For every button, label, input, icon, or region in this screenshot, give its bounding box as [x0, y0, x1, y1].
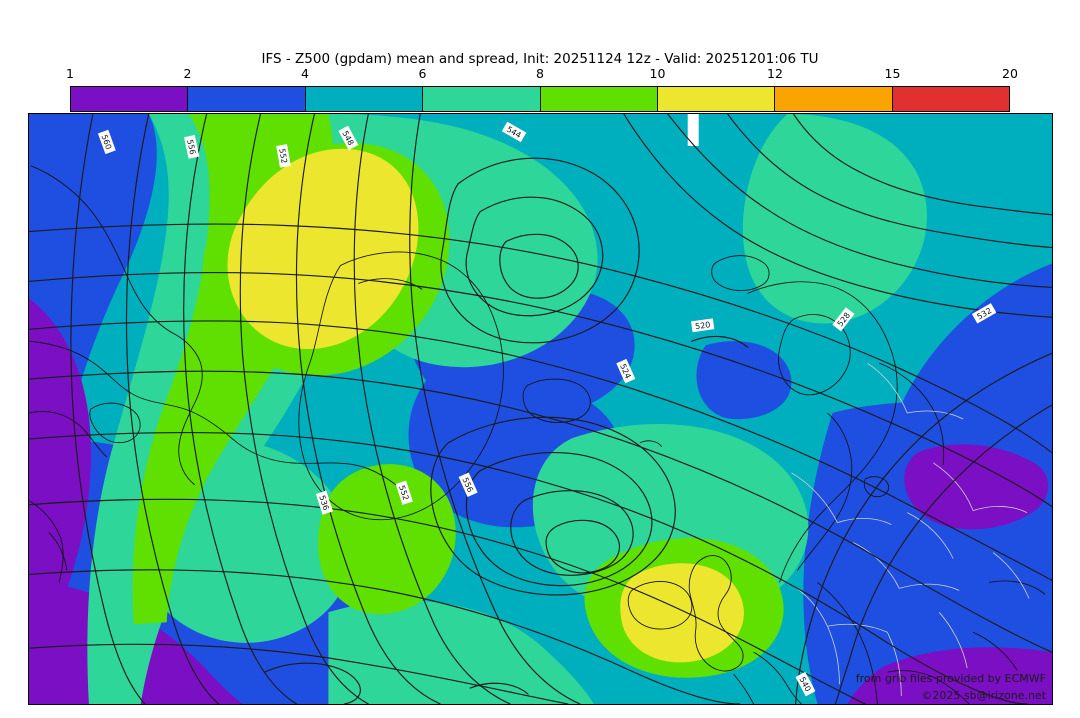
colorbar-band-6 [657, 87, 776, 111]
colorbar-tick-20: 20 [1002, 66, 1018, 81]
spread-band-10-12-brit [620, 563, 744, 663]
colorbar-tick-4: 4 [301, 66, 309, 81]
colorbar-band-5 [540, 87, 658, 111]
colorbar-tick-6: 6 [418, 66, 427, 81]
colorbar-tick-10: 10 [649, 66, 666, 81]
map-canvas[interactable]: 560 556 552 548 [28, 113, 1053, 705]
spread-band-6-8-norway [742, 114, 927, 324]
height-contours [29, 114, 1052, 704]
colorbar-tick-15: 15 [884, 66, 901, 81]
data-gap [687, 114, 699, 146]
map-plot: 560 556 552 548 [29, 114, 1052, 704]
colorbar-band-1 [71, 87, 189, 111]
colorbar-tick-1: 1 [66, 66, 74, 81]
spread-band-1-2-se-corner [847, 647, 1052, 704]
colorbar-tick-12: 12 [767, 66, 783, 81]
colorbar-band-4 [423, 87, 541, 111]
colorbar-tick-2: 2 [183, 66, 192, 81]
spread-band-6-8-sw [328, 600, 594, 704]
spread-band-2-4-north [696, 341, 792, 420]
spread-band-2-4-west [29, 114, 157, 704]
spread-band-10-12-nw [227, 148, 419, 350]
svg-text:552: 552 [277, 148, 289, 165]
svg-text:536: 536 [317, 494, 330, 511]
colorbar: 1 2 4 6 8 10 12 15 20 [66, 66, 1018, 112]
colorbar-band-2 [188, 87, 306, 111]
colorbar-tick-8: 8 [536, 66, 544, 81]
colorbar-band-7 [775, 87, 893, 111]
colorbar-band-8 [892, 87, 1009, 111]
colorbar-bands [70, 86, 1010, 112]
svg-text:520: 520 [695, 320, 711, 331]
svg-text:552: 552 [397, 484, 410, 501]
svg-text:556: 556 [185, 139, 197, 156]
country-borders [787, 362, 1030, 697]
colorbar-band-3 [305, 87, 424, 111]
spread-band-1-2-se-europe [904, 444, 1049, 530]
spread-band-8-10-labrador [318, 464, 456, 615]
coastlines [29, 165, 1046, 704]
page-title: IFS - Z500 (gpdam) mean and spread, Init… [261, 51, 819, 67]
